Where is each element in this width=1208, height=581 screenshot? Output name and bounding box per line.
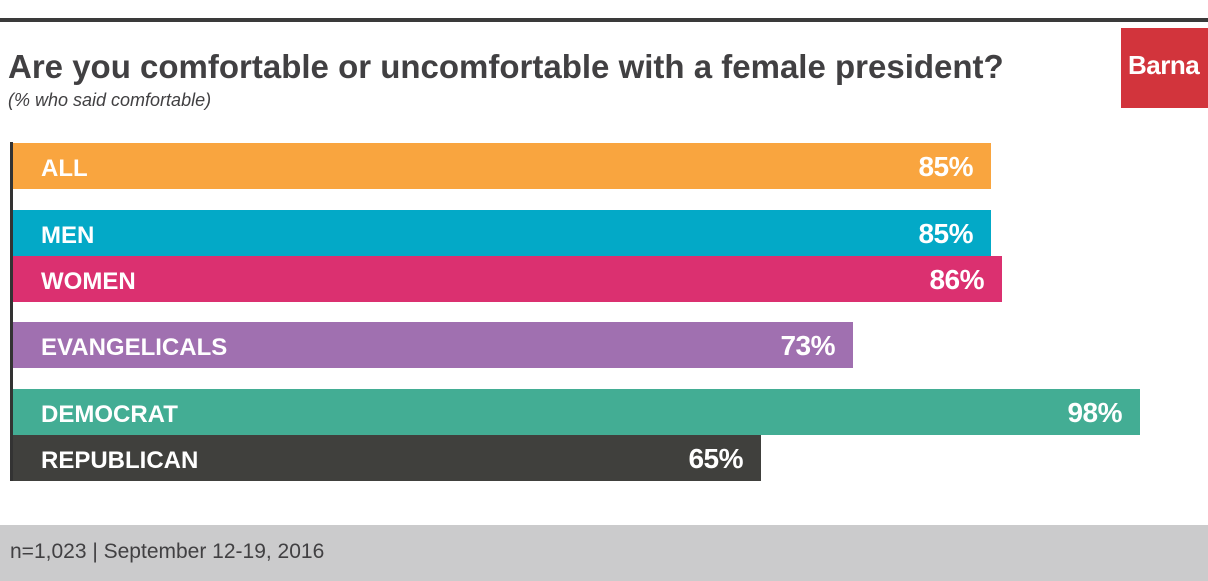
bar-label-evangelicals: EVANGELICALS	[41, 334, 228, 361]
bar-evangelicals: EVANGELICALS 73%	[13, 322, 853, 368]
bar-label-men: MEN	[41, 222, 95, 249]
bar-value-evangelicals: 73%	[780, 330, 835, 361]
bar-democrat: DEMOCRAT 98%	[13, 389, 1140, 435]
y-axis-line	[10, 142, 13, 481]
bar-value-democrat: 98%	[1067, 397, 1122, 428]
bar-value-republican: 65%	[688, 443, 743, 474]
bar-label-democrat: DEMOCRAT	[41, 401, 178, 428]
bar-all: ALL 85%	[13, 143, 991, 189]
bar-label-women: WOMEN	[41, 268, 136, 295]
bar-label-republican: REPUBLICAN	[41, 447, 199, 474]
bar-republican: REPUBLICAN 65%	[13, 435, 761, 481]
bar-value-all: 85%	[918, 151, 973, 182]
chart-subtitle: (% who said comfortable)	[8, 90, 212, 110]
top-rule	[0, 18, 1208, 22]
bar-men: MEN 85%	[13, 210, 991, 256]
bar-value-men: 85%	[918, 218, 973, 249]
footer: n=1,023 | September 12-19, 2016	[0, 525, 1208, 581]
footer-note: n=1,023 | September 12-19, 2016	[10, 540, 325, 563]
chart-title: Are you comfortable or uncomfortable wit…	[8, 48, 1004, 85]
bar-value-women: 86%	[929, 264, 984, 295]
bar-women: WOMEN 86%	[13, 256, 1002, 302]
barna-logo: Barna	[1121, 28, 1208, 108]
bar-label-all: ALL	[41, 155, 88, 182]
